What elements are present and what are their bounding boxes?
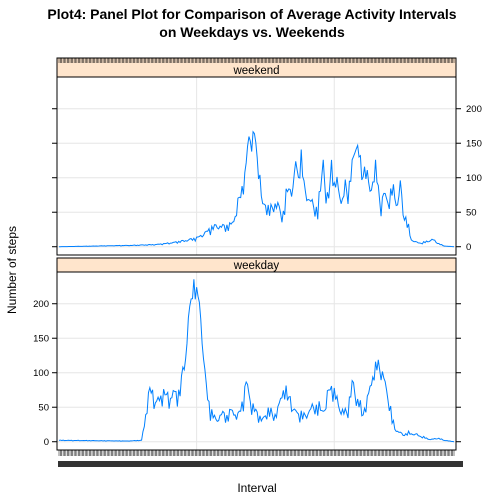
y-tick-label: 0 xyxy=(44,437,49,448)
panel-border-weekday xyxy=(56,271,457,451)
y-tick-label: 0 xyxy=(466,242,471,253)
y-tick-label: 200 xyxy=(33,299,49,310)
strip-weekday xyxy=(56,257,457,273)
y-axis-label: Number of steps xyxy=(5,226,19,314)
series-line-weekday xyxy=(58,279,455,443)
y-tick-label: 100 xyxy=(466,173,482,184)
chart-title-line1: Plot4: Panel Plot for Comparison of Aver… xyxy=(47,6,456,22)
chart-title-line2: on Weekdays vs. Weekends xyxy=(159,24,345,40)
y-tick-label: 200 xyxy=(466,104,482,115)
y-tick-label: 150 xyxy=(466,139,482,150)
y-tick-label: 50 xyxy=(466,208,477,219)
strip-label-weekday: weekday xyxy=(233,260,280,272)
series-line-weekend xyxy=(58,130,455,248)
x-axis-label: Interval xyxy=(237,481,276,495)
y-tick-label: 50 xyxy=(38,403,49,414)
plot-area: weekend 0 50 100 150 200 weekday 0 50 100 150 200 xyxy=(33,57,482,467)
panel-border-weekend xyxy=(56,76,457,256)
strip-label-weekend: weekend xyxy=(232,65,279,77)
x-tick-labels-band xyxy=(58,461,463,467)
y-tick-label: 100 xyxy=(33,368,49,379)
y-tick-label: 150 xyxy=(33,334,49,345)
